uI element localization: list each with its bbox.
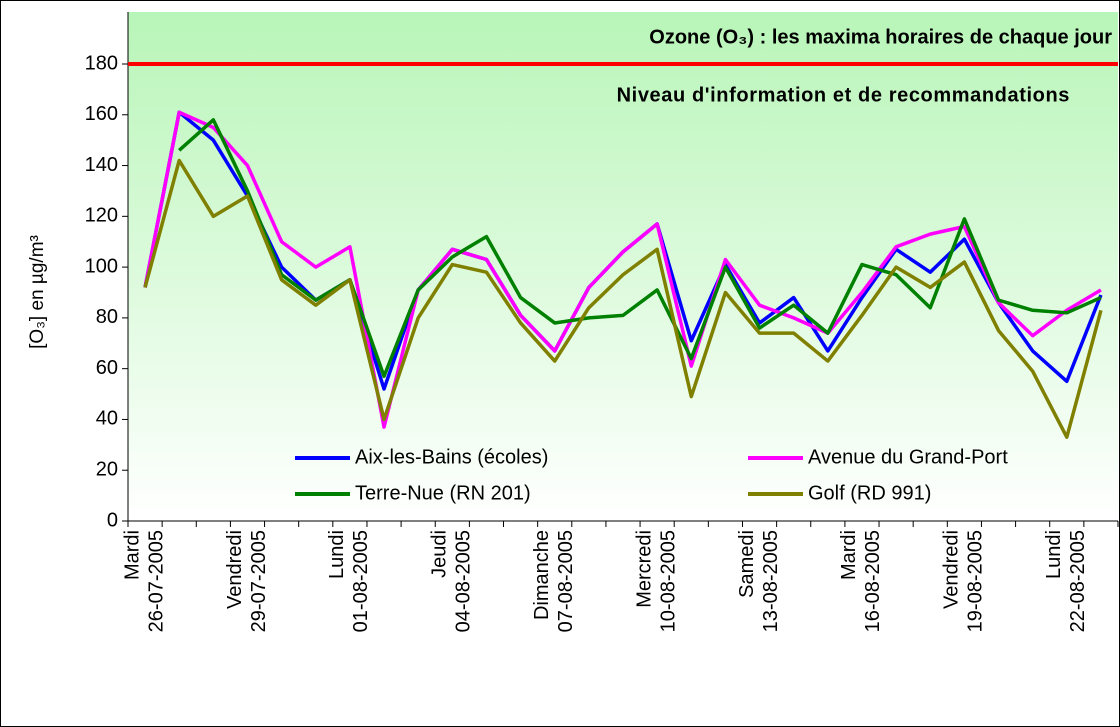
y-tick-label: 40: [96, 408, 118, 430]
series-line: [178, 118, 1102, 379]
x-tick-label: 29-07-2005: [248, 530, 270, 632]
x-tick-label: Vendredi: [224, 530, 246, 609]
x-tick-label: Mardi: [838, 530, 860, 580]
x-tick-label: Vendredi: [941, 530, 963, 609]
x-tick-label: Mercredi: [633, 530, 655, 608]
x-tick-label: 10-08-2005: [657, 530, 679, 632]
legend-label: Golf (RD 991): [808, 482, 931, 504]
legend-label: Aix-les-Bains (écoles): [355, 446, 548, 468]
y-tick-label: 180: [85, 52, 118, 74]
chart-title: Ozone (O₃) : les maxima horaires de chaq…: [649, 26, 1112, 48]
x-tick-label: 26-07-2005: [145, 530, 167, 632]
y-tick-label: 20: [96, 459, 118, 481]
x-tick-label: Lundi: [326, 530, 348, 579]
plot-area: [128, 12, 1118, 521]
legend-label: Terre-Nue (RN 201): [355, 482, 531, 504]
y-tick-label: 140: [85, 154, 118, 176]
x-tick-label: 22-08-2005: [1067, 530, 1089, 632]
x-tick-label: Jeudi: [429, 530, 451, 578]
x-tick-label: Lundi: [1043, 530, 1065, 579]
y-axis-label: [O₃] en µg/m³: [27, 235, 48, 349]
legend-label: Avenue du Grand-Port: [808, 446, 1008, 468]
x-tick-label: 13-08-2005: [760, 530, 782, 632]
x-tick-label: 07-08-2005: [555, 530, 577, 632]
x-tick-label: Dimanche: [531, 530, 553, 620]
y-tick-label: 60: [96, 357, 118, 379]
x-tick-label: Mardi: [121, 530, 143, 580]
x-tick-label: 16-08-2005: [862, 530, 884, 632]
y-tick-label: 160: [85, 103, 118, 125]
y-tick-label: 0: [107, 509, 118, 531]
threshold-label: Niveau d'information et de recommandatio…: [617, 84, 1070, 106]
x-tick-label: Samedi: [736, 530, 758, 598]
y-tick-label: 80: [96, 306, 118, 328]
x-tick-label: 19-08-2005: [965, 530, 987, 632]
series-line: [143, 110, 1102, 429]
series-line: [143, 158, 1103, 439]
x-tick-label: 04-08-2005: [453, 530, 475, 632]
y-tick-label: 100: [85, 255, 118, 277]
x-tick-label: 01-08-2005: [350, 530, 372, 632]
y-tick-label: 120: [85, 205, 118, 227]
